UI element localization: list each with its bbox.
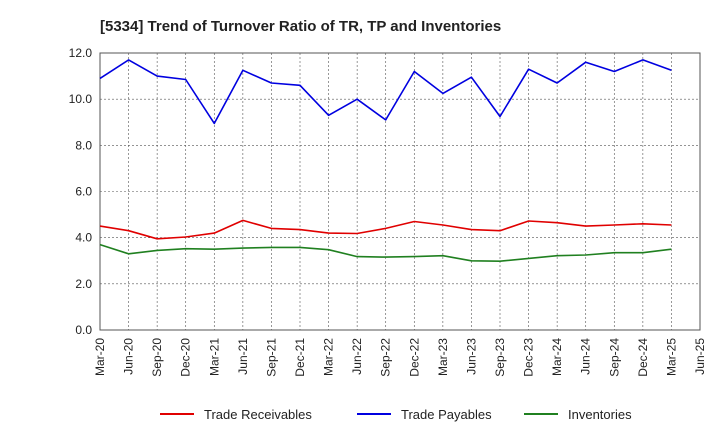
x-tick-label: Sep-21 — [264, 338, 278, 377]
chart-title: [5334] Trend of Turnover Ratio of TR, TP… — [100, 18, 501, 35]
x-axis-ticks: Mar-20 Jun-20 Sep-20 Dec-20 Mar-21 Jun-21 Sep-… — [93, 338, 707, 377]
y-tick-label: 10.0 — [69, 92, 93, 106]
x-tick-label: Mar-24 — [550, 338, 564, 376]
y-tick-label: 8.0 — [75, 138, 92, 152]
y-tick-label: 0.0 — [75, 323, 92, 337]
x-tick-label: Sep-23 — [493, 338, 507, 377]
x-tick-label: Jun-22 — [350, 338, 364, 375]
x-tick-label: Jun-25 — [693, 338, 707, 375]
plot-frame — [99, 52, 701, 331]
series-line-trade-receivables — [99, 219, 672, 240]
x-tick-label: Jun-21 — [236, 338, 250, 375]
x-tick-label: Mar-21 — [207, 338, 221, 376]
x-tick-label: Jun-20 — [122, 338, 136, 375]
legend: Trade Receivables Trade Payables Inventori… — [160, 407, 632, 422]
y-tick-label: 2.0 — [75, 277, 92, 291]
x-tick-label: Mar-20 — [93, 338, 107, 376]
x-tick-label: Sep-20 — [150, 338, 164, 377]
legend-label: Trade Payables — [401, 407, 492, 422]
x-tick-label: Sep-22 — [379, 338, 393, 377]
x-tick-label: Mar-23 — [436, 338, 450, 376]
series-line-trade-payables — [99, 59, 672, 125]
x-tick-label: Mar-25 — [664, 338, 678, 376]
x-tick-label: Mar-22 — [322, 338, 336, 376]
x-tick-label: Jun-24 — [579, 338, 593, 375]
x-tick-label: Dec-23 — [522, 338, 536, 377]
gridlines — [100, 53, 700, 330]
series-line-inventories — [99, 243, 672, 263]
y-tick-label: 12.0 — [69, 46, 93, 60]
axes — [99, 52, 701, 331]
y-tick-label: 6.0 — [75, 185, 92, 199]
x-tick-label: Dec-20 — [179, 338, 193, 377]
legend-label: Trade Receivables — [204, 407, 312, 422]
y-tick-label: 4.0 — [75, 231, 92, 245]
x-tick-label: Dec-21 — [293, 338, 307, 377]
series-lines — [99, 59, 672, 263]
legend-label: Inventories — [568, 407, 632, 422]
x-tick-label: Dec-24 — [636, 338, 650, 377]
y-axis-ticks: 0.0 2.0 4.0 6.0 8.0 10.0 12.0 — [69, 46, 93, 337]
x-tick-label: Jun-23 — [464, 338, 478, 375]
x-tick-label: Sep-24 — [607, 338, 621, 377]
x-tick-label: Dec-22 — [407, 338, 421, 377]
